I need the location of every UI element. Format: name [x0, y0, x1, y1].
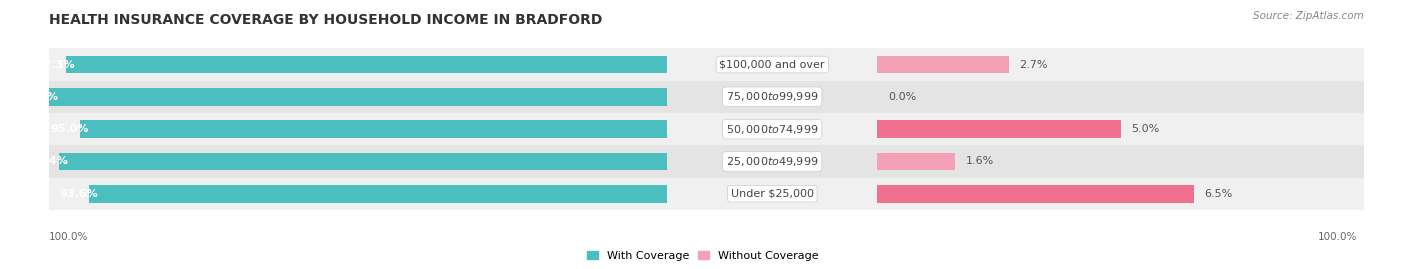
Text: 98.4%: 98.4%	[30, 156, 69, 167]
Bar	[49, 81, 666, 113]
Bar	[49, 145, 666, 178]
Legend: With Coverage, Without Coverage: With Coverage, Without Coverage	[588, 251, 818, 261]
Text: 1.6%: 1.6%	[966, 156, 994, 167]
Text: 93.6%: 93.6%	[59, 189, 98, 199]
Text: 95.0%: 95.0%	[51, 124, 90, 134]
Bar	[666, 81, 877, 113]
Text: $25,000 to $49,999: $25,000 to $49,999	[725, 155, 818, 168]
Text: 100.0%: 100.0%	[49, 232, 89, 242]
Bar	[59, 153, 666, 170]
Bar	[877, 113, 1364, 145]
Bar	[49, 48, 666, 81]
Bar	[666, 48, 877, 81]
Text: $50,000 to $74,999: $50,000 to $74,999	[725, 123, 818, 136]
Bar	[877, 120, 1121, 138]
Text: 97.3%: 97.3%	[37, 59, 75, 70]
Text: Under $25,000: Under $25,000	[731, 189, 814, 199]
Bar	[877, 48, 1364, 81]
Text: $75,000 to $99,999: $75,000 to $99,999	[725, 90, 818, 103]
Text: 6.5%: 6.5%	[1204, 189, 1232, 199]
Bar	[666, 113, 877, 145]
Text: Source: ZipAtlas.com: Source: ZipAtlas.com	[1253, 11, 1364, 21]
Bar	[666, 178, 877, 210]
Bar	[666, 145, 877, 178]
Bar	[877, 81, 1364, 113]
Text: $100,000 and over: $100,000 and over	[720, 59, 825, 70]
Bar	[80, 120, 666, 138]
Bar	[89, 185, 666, 203]
Text: 2.7%: 2.7%	[1019, 59, 1047, 70]
Bar	[49, 178, 666, 210]
Text: 100.0%: 100.0%	[13, 92, 59, 102]
Bar	[66, 56, 666, 73]
Text: 0.0%: 0.0%	[887, 92, 917, 102]
Bar	[49, 113, 666, 145]
Text: 5.0%: 5.0%	[1130, 124, 1160, 134]
Bar	[877, 178, 1364, 210]
Bar	[49, 88, 666, 106]
Bar	[877, 185, 1194, 203]
Text: 100.0%: 100.0%	[1317, 232, 1357, 242]
Bar	[877, 56, 1008, 73]
Text: HEALTH INSURANCE COVERAGE BY HOUSEHOLD INCOME IN BRADFORD: HEALTH INSURANCE COVERAGE BY HOUSEHOLD I…	[49, 13, 603, 27]
Bar	[877, 153, 955, 170]
Bar	[877, 145, 1364, 178]
